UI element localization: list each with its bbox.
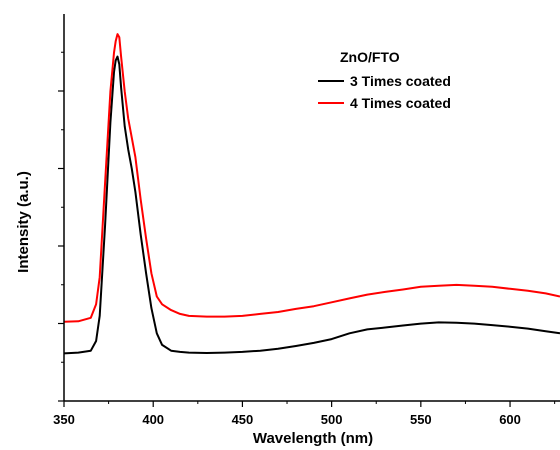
series-line-4-times-coated bbox=[63, 33, 560, 323]
x-tick-label: 600 bbox=[499, 412, 521, 427]
legend: ZnO/FTO 3 Times coated 4 Times coated bbox=[318, 49, 451, 111]
series-layer bbox=[63, 33, 560, 355]
x-tick-label: 450 bbox=[232, 412, 254, 427]
series-line-3-times-coated bbox=[63, 55, 560, 355]
legend-label-4-times-coated: 4 Times coated bbox=[350, 95, 451, 111]
x-tick-label: 500 bbox=[321, 412, 343, 427]
axes-layer: 350 400 450 500 550 600 bbox=[53, 14, 560, 427]
x-tick-label: 550 bbox=[410, 412, 432, 427]
legend-title: ZnO/FTO bbox=[340, 49, 400, 65]
legend-label-3-times-coated: 3 Times coated bbox=[350, 73, 451, 89]
y-axis-title: Intensity (a.u.) bbox=[15, 171, 32, 273]
x-tick-label: 400 bbox=[142, 412, 164, 427]
x-axis-title: Wavelength (nm) bbox=[253, 430, 373, 447]
x-tick-label: 350 bbox=[53, 412, 75, 427]
